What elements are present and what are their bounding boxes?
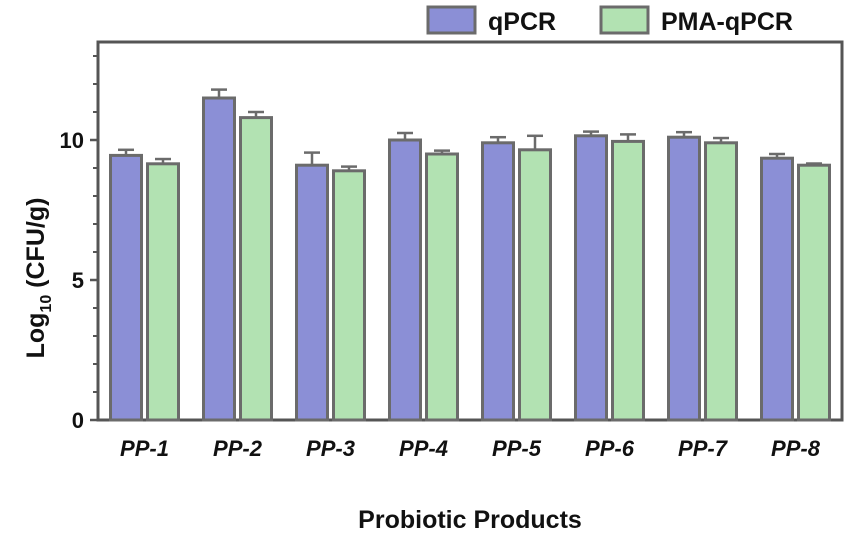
bar-qpcr-pp-1 — [109, 153, 143, 422]
bar-pma-qpcr-pp-8 — [797, 163, 831, 422]
bar-qpcr-pp-6 — [574, 134, 608, 422]
bar-pma-qpcr-pp-4 — [425, 152, 459, 422]
x-category-label: PP-6 — [585, 436, 635, 461]
x-category-label: PP-1 — [120, 436, 169, 461]
x-category-label: PP-4 — [399, 436, 448, 461]
legend-swatch-qpcr — [426, 5, 477, 35]
legend-swatch-pma-qpcr — [599, 5, 650, 35]
bars — [109, 88, 831, 422]
bar-pma-qpcr-pp-3 — [332, 169, 366, 422]
plot-frame — [96, 40, 844, 422]
x-category-label: PP-8 — [771, 436, 821, 461]
bar-pma-qpcr-pp-5 — [518, 148, 552, 422]
legend-label-qpcr: qPCR — [488, 8, 556, 36]
x-axis: PP-1 PP-2 PP-3 PP-4 PP-5 PP-6 PP-7 PP-8 — [120, 436, 821, 461]
bar-pma-qpcr-pp-2 — [239, 116, 273, 422]
bar-qpcr-pp-4 — [388, 138, 422, 422]
legend-label-pma-qpcr: PMA-qPCR — [661, 8, 793, 36]
x-axis-title: Probiotic Products — [358, 506, 582, 534]
bar-qpcr-pp-3 — [295, 163, 329, 422]
x-category-label: PP-2 — [213, 436, 263, 461]
legend: qPCR PMA-qPCR — [426, 5, 793, 36]
y-tick-label: 10 — [60, 128, 84, 153]
y-tick-label: 5 — [72, 268, 84, 293]
bar-pma-qpcr-pp-6 — [611, 139, 645, 422]
bar-pma-qpcr-pp-7 — [704, 141, 738, 422]
x-category-label: PP-7 — [678, 436, 729, 461]
bar-qpcr-pp-2 — [202, 96, 236, 422]
x-category-label: PP-3 — [306, 436, 355, 461]
bar-qpcr-pp-7 — [667, 135, 701, 422]
y-axis-title: Log10 (CFU/g) — [22, 198, 55, 359]
plot-border — [96, 40, 844, 422]
x-category-label: PP-5 — [492, 436, 542, 461]
bar-pma-qpcr-pp-1 — [146, 162, 180, 422]
bar-qpcr-pp-5 — [481, 141, 515, 422]
y-tick-label: 0 — [72, 408, 84, 433]
y-axis: 0 5 10 — [60, 55, 98, 433]
bar-qpcr-pp-8 — [760, 156, 794, 422]
